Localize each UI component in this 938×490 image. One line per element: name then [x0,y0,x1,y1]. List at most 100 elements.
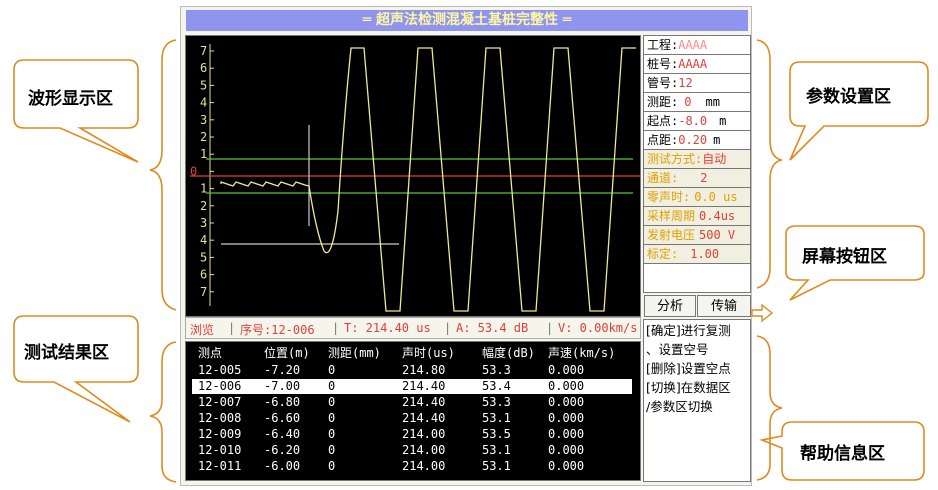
table-header: 测点 位置(m) 测距(mm) 声时(us) 幅度(dB) 声速(km/s) [192,346,632,361]
buttons-callout-bubble [785,225,925,301]
sample-period-value[interactable]: 0.4us [699,209,736,223]
table-row[interactable]: 12-005 -7.20 0 214.80 53.3 0.000 [192,363,632,378]
param-project[interactable]: 工程:AAAA [644,36,750,55]
help-panel: [确定]进行复测 、设置空号 [删除]设置空点 [切换]在数据区 /参数区切换 [643,319,751,482]
waveform-plot: 7 6 5 4 3 2 101 2 3 4 5 6 7 [190,44,640,312]
param-pile[interactable]: 桩号:AAAA [644,55,750,74]
results-callout-bubble [13,315,139,423]
cell-velocity: 0.000 [548,459,585,473]
cell-time: 214.40 [402,395,446,409]
analyze-button[interactable]: 分析 [644,295,696,317]
cell-point: 12-005 [198,363,242,377]
parameter-panel[interactable]: 工程:AAAA 桩号:AAAA 管号:12 测距: 0 mm 起点:-8.0 m 点距… [643,35,751,293]
cell-distance: 0 [328,411,336,425]
table-row[interactable]: 12-010 -6.20 0 214.00 53.1 0.000 [192,443,632,458]
waveform-brace [149,39,177,311]
table-row[interactable]: 12-009 -6.40 0 214.00 53.5 0.000 [192,427,632,442]
cell-distance: 0 [328,443,336,457]
header-velocity: 声速(km/s) [548,346,616,360]
cell-distance: 0 [328,395,336,409]
results-brace [149,341,177,483]
y-tick-label: 5 [200,78,207,92]
distance-value[interactable]: 0 [684,95,692,109]
y-tick-label: 2 [200,130,207,144]
status-separator: | [546,321,554,335]
param-zero-time[interactable]: 零声时: 0.0 us [644,188,750,207]
tube-value[interactable]: 12 [678,76,693,90]
status-velocity: V: 0.00km/s [558,321,638,335]
cell-position: -6.80 [264,395,301,409]
y-tick-label: 7 [200,285,207,299]
y-tick-label: 1 [200,147,207,161]
param-start[interactable]: 起点:-8.0 m [644,112,750,131]
table-row[interactable]: 12-007 -6.80 0 214.40 53.3 0.000 [192,395,632,410]
help-line: [切换]在数据区 [646,380,731,395]
cell-velocity: 0.000 [548,363,585,377]
status-sequence: 序号:12-006 [240,323,315,337]
table-row-selected[interactable]: 12-006 -7.00 0 214.40 53.4 0.000 [192,379,632,394]
table-row[interactable]: 12-011 -6.00 0 214.00 53.1 0.000 [192,459,632,474]
status-bar: 浏览 | 序号:12-006 | T: 214.40 us | A: 53.4 … [185,317,641,339]
cell-point: 12-006 [198,379,242,393]
cell-time: 214.40 [402,411,446,425]
cell-point: 12-007 [198,395,242,409]
cell-time: 214.00 [402,459,446,473]
cell-time: 214.00 [402,427,446,441]
cell-velocity: 0.000 [548,411,585,425]
transfer-button[interactable]: 传输 [697,295,751,317]
cell-time: 214.40 [402,379,446,393]
results-table[interactable]: 测点 位置(m) 测距(mm) 声时(us) 幅度(dB) 声速(km/s) 1… [185,341,641,481]
project-value[interactable]: AAAA [678,38,708,52]
pile-value[interactable]: AAAA [678,57,708,71]
status-amplitude: A: 53.4 dB [456,321,529,335]
y-axis-ticks: 7 6 5 4 3 2 101 2 3 4 5 6 7 [190,44,214,306]
buttons-arrow-icon [751,303,774,323]
cell-amplitude: 53.3 [482,395,511,409]
param-test-mode[interactable]: 测试方式:自动 [644,150,750,169]
header-position: 位置(m) [264,346,310,360]
cell-point: 12-009 [198,427,242,441]
param-channel[interactable]: 通道: 2 [644,169,750,188]
calibration-value[interactable]: 1.00 [690,247,720,261]
test-mode-value[interactable]: 自动 [702,152,727,166]
start-value[interactable]: -8.0 [678,114,708,128]
header-point: 测点 [198,346,223,360]
cell-velocity: 0.000 [548,443,585,457]
y-tick-label: 7 [200,44,207,58]
cell-position: -6.60 [264,411,301,425]
y-tick-label: 2 [200,199,207,213]
param-calibration[interactable]: 标定: 1.00 [644,245,750,264]
table-row[interactable]: 12-008 -6.60 0 214.40 53.1 0.000 [192,411,632,426]
waveform-trace [220,47,636,312]
cell-velocity: 0.000 [548,427,585,441]
spacing-value[interactable]: 0.20 [678,133,708,147]
help-line: [删除]设置空点 [646,361,731,376]
param-sample-period[interactable]: 采样周期 0.4us [644,207,750,226]
status-mode: 浏览 [190,323,215,337]
cell-velocity: 0.000 [548,379,585,393]
param-spacing[interactable]: 点距:0.20 m [644,131,750,150]
zero-time-value[interactable]: 0.0 us [694,190,738,204]
cell-time: 214.80 [402,363,446,377]
y-tick-label: 4 [200,96,207,110]
y-tick-label: 3 [200,216,207,230]
status-separator: | [332,321,340,335]
cell-velocity: 0.000 [548,395,585,409]
help-line: [确定]进行复测 [646,323,731,338]
voltage-value[interactable]: 500 V [699,228,736,242]
help-callout-bubble [759,421,925,481]
y-tick-label: 6 [200,61,207,75]
param-tube[interactable]: 管号:12 [644,74,750,93]
param-distance[interactable]: 测距: 0 mm [644,93,750,112]
cell-point: 12-008 [198,411,242,425]
y-tick-label: 1 [200,182,207,196]
cell-position: -6.40 [264,427,301,441]
param-voltage[interactable]: 发射电压 500 V [644,226,750,245]
cell-amplitude: 53.1 [482,411,511,425]
y-tick-label: 4 [200,233,207,247]
status-separator: | [228,321,236,335]
channel-value[interactable]: 2 [700,171,708,185]
header-time: 声时(us) [402,346,455,360]
help-brace [756,335,783,481]
